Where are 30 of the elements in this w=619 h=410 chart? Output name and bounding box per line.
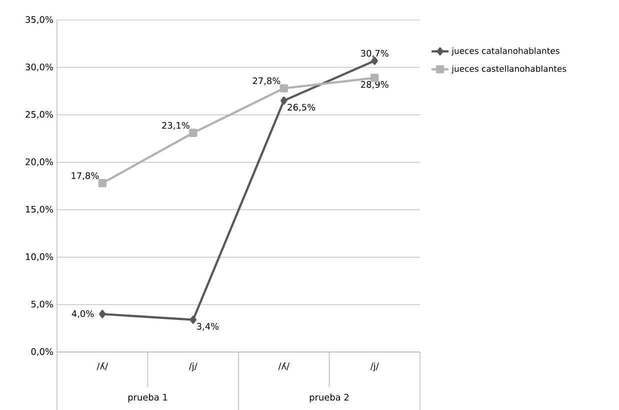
x-tick-label: /ʎ/ xyxy=(96,362,108,370)
y-tick-label: 20,0% xyxy=(26,158,53,166)
point xyxy=(280,96,288,105)
data-label: 26,5% xyxy=(288,104,316,112)
data-label: 28,9% xyxy=(361,81,388,89)
x-tick-label: /ʎ/ xyxy=(278,362,290,370)
point xyxy=(190,316,196,324)
y-tick-label: 35,0% xyxy=(26,16,53,24)
y-tick-label: 10,0% xyxy=(26,253,53,261)
legend-label: jueces castellanohablantes xyxy=(452,65,566,74)
legend-label: jueces catalanohablantes xyxy=(452,47,560,56)
data-label: 17,8% xyxy=(72,172,99,180)
text: prueba 1 xyxy=(128,394,168,402)
data-label: 27,8% xyxy=(252,77,280,86)
point xyxy=(189,128,198,137)
data-label: 3,4% xyxy=(197,322,219,331)
y-tick-label: 0,0% xyxy=(31,348,53,356)
point xyxy=(99,310,106,318)
data-label: 30,7% xyxy=(361,50,388,58)
text: prueba 2 xyxy=(310,394,349,402)
point xyxy=(98,179,106,188)
x-tick-label: /j/ xyxy=(188,362,198,372)
y-tick-label: 25,0% xyxy=(26,111,53,119)
data-label: 23,1% xyxy=(162,122,190,130)
x-tick-label: /j/ xyxy=(370,362,379,372)
point xyxy=(280,84,288,92)
data-label: 4,0% xyxy=(72,310,94,318)
y-tick-label: 30,0% xyxy=(26,64,53,72)
y-tick-label: 5,0% xyxy=(31,300,53,308)
y-tick-label: 15,0% xyxy=(26,206,53,214)
